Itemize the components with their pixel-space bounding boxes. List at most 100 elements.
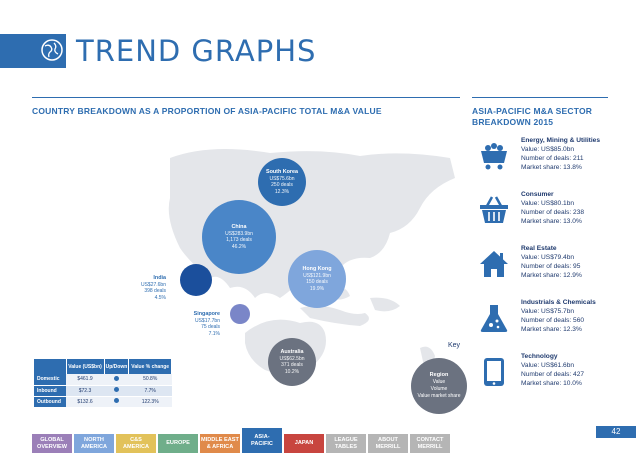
bubble-hong-kong[interactable]: Hong Kong US$121.9bn 150 deals 19.9% xyxy=(288,250,346,308)
up-arrow-icon xyxy=(113,375,119,381)
sector-consumer-text: Consumer Value: US$80.1bn Number of deal… xyxy=(521,190,584,226)
table-cell-updown xyxy=(104,385,129,397)
bottom-nav: GLOBAL OVERVIEW NORTH AMERICA C&S AMERICA E… xyxy=(32,428,450,453)
nav-label: GLOBAL xyxy=(40,437,64,443)
nav-label: JAPAN xyxy=(294,440,314,447)
bubble-south-korea[interactable]: South Korea US$75.6bn 250 deals 12.3% xyxy=(258,158,306,206)
table-header-updown: Up/Down xyxy=(104,359,130,374)
header-icon-block xyxy=(0,34,66,68)
sector-title-line1: ASIA-PACIFIC M&A SECTOR xyxy=(472,106,593,116)
label-singapore-name: Singapore xyxy=(193,311,220,317)
bubble-hong-kong-name: Hong Kong xyxy=(302,265,332,272)
nav-tab-north-america[interactable]: NORTH AMERICA xyxy=(74,434,114,453)
bubble-australia[interactable]: Australia US$62.5bn 371 deals 10.2% xyxy=(268,338,316,386)
bubble-south-korea-name: South Korea xyxy=(265,168,299,175)
nav-tab-europe[interactable]: EUROPE xyxy=(158,434,198,453)
bubble-china-name: China xyxy=(231,223,247,230)
key-label: Key xyxy=(448,342,461,349)
sector-share: Market share: 13.0% xyxy=(521,218,582,225)
sector-energy: Energy, Mining & Utilities Value: US$85.… xyxy=(472,136,632,192)
label-india-name: India xyxy=(153,275,166,281)
label-singapore: Singapore US$17.7bn 75 deals 7.1% xyxy=(170,311,220,337)
table-cell-change: 7.7% xyxy=(128,385,172,397)
flask-icon xyxy=(480,305,508,332)
sector-technology: Technology Value: US$61.6bn Number of de… xyxy=(472,352,632,408)
nav-label: OVERVIEW xyxy=(36,443,68,450)
label-singapore-deals: 75 deals xyxy=(201,324,220,330)
sector-value: Value: US$79.4bn xyxy=(521,254,575,261)
sector-deals: Number of deals: 560 xyxy=(521,317,585,324)
nav-tab-japan[interactable]: JAPAN xyxy=(284,434,324,453)
nav-tab-about-merrill[interactable]: ABOUT MERRILL xyxy=(368,434,408,453)
sector-share: Market share: 13.8% xyxy=(521,164,582,171)
nav-label: AMERICA xyxy=(122,443,150,450)
nav-tab-middle-east-africa[interactable]: MIDDLE EAST & AFRICA xyxy=(200,434,240,453)
label-singapore-share: 7.1% xyxy=(208,330,220,337)
country-breakdown-title: COUNTRY BREAKDOWN AS A PROPORTION OF ASI… xyxy=(32,106,382,116)
nav-label: MERRILL xyxy=(375,443,401,450)
sector-energy-text: Energy, Mining & Utilities Value: US$85.… xyxy=(521,136,600,172)
nav-label: & AFRICA xyxy=(206,443,234,450)
bubble-china-value: US$283.9bn xyxy=(225,230,253,237)
nav-label: C&S xyxy=(130,437,142,443)
nav-label: EUROPE xyxy=(166,440,190,447)
nav-label: MERRILL xyxy=(417,443,443,450)
label-singapore-value: US$17.7bn xyxy=(194,317,220,324)
bubble-india[interactable] xyxy=(180,264,212,296)
table-cell-updown xyxy=(104,374,129,386)
nav-tab-cs-america[interactable]: C&S AMERICA xyxy=(116,434,156,453)
house-icon xyxy=(480,251,508,277)
bubble-australia-share: 10.2% xyxy=(284,368,300,375)
sector-name: Energy, Mining & Utilities xyxy=(521,137,601,144)
sector-value: Value: US$61.6bn xyxy=(521,362,575,369)
nav-tab-contact-merrill[interactable]: CONTACT MERRILL xyxy=(410,434,450,453)
nav-label: NORTH xyxy=(84,437,104,443)
nav-label: CONTACT xyxy=(416,437,444,443)
bubble-australia-name: Australia xyxy=(280,348,304,355)
table-header-row: Value (US$bn) Up/Down Value % change xyxy=(34,359,172,374)
label-india: India US$27.6bn 398 deals 4.5% xyxy=(112,275,166,301)
deal-direction-table: Value (US$bn) Up/Down Value % change Dom… xyxy=(34,359,172,408)
table-cell-value: $72.3 xyxy=(66,385,104,397)
sector-value: Value: US$75.7bn xyxy=(521,308,575,315)
bubble-china-deals: 1,173 deals xyxy=(226,237,252,244)
nav-label: ABOUT xyxy=(378,437,398,443)
bubble-china[interactable]: China US$283.9bn 1,173 deals 46.2% xyxy=(202,200,276,274)
shopping-basket-icon xyxy=(480,196,508,223)
asia-pacific-map: South Korea US$75.6bn 250 deals 12.3% Ch… xyxy=(150,138,470,398)
sector-deals: Number of deals: 427 xyxy=(521,371,585,378)
bubble-singapore[interactable] xyxy=(230,304,250,324)
key-volume: Volume xyxy=(430,386,448,392)
table-row-label: Domestic xyxy=(34,374,66,386)
label-india-deals: 398 deals xyxy=(144,288,166,294)
nav-tab-league-tables[interactable]: LEAGUE TABLES xyxy=(326,434,366,453)
page-title: TREND GRAPHS xyxy=(76,34,317,68)
nav-tab-global-overview[interactable]: GLOBAL OVERVIEW xyxy=(32,434,72,453)
sector-share: Market share: 10.0% xyxy=(521,380,582,387)
table-row-label: Inbound xyxy=(34,385,66,397)
nav-tab-asia-pacific[interactable]: ASIA- PACIFIC xyxy=(242,428,282,453)
key-value: Value xyxy=(432,379,446,385)
key-share: Value market share xyxy=(417,393,461,399)
sector-industrials-text: Industrials & Chemicals Value: US$75.7bn… xyxy=(521,298,596,334)
nav-label: MIDDLE EAST xyxy=(201,437,239,443)
sector-deals: Number of deals: 95 xyxy=(521,263,581,270)
bubble-china-share: 46.2% xyxy=(231,243,247,250)
sector-value: Value: US$80.1bn xyxy=(521,200,575,207)
bubble-hong-kong-deals: 150 deals xyxy=(306,279,328,286)
bubble-south-korea-deals: 250 deals xyxy=(271,182,293,189)
table-row: Inbound $72.3 7.7% xyxy=(34,385,172,397)
nav-label: TABLES xyxy=(335,443,357,450)
up-arrow-icon xyxy=(113,398,119,403)
sector-technology-text: Technology Value: US$61.6bn Number of de… xyxy=(521,352,584,388)
sector-name: Technology xyxy=(521,353,558,360)
sector-deals: Number of deals: 238 xyxy=(521,209,585,216)
globe-icon xyxy=(41,39,63,61)
sector-name: Consumer xyxy=(521,191,554,198)
bubble-south-korea-share: 12.3% xyxy=(274,188,290,195)
bubble-australia-value: US$62.5bn xyxy=(279,355,305,362)
sector-real-estate: Real Estate Value: US$79.4bn Number of d… xyxy=(472,244,632,300)
label-india-value: US$27.6bn xyxy=(140,281,166,288)
sector-share: Market share: 12.9% xyxy=(521,272,582,279)
section-rule-right xyxy=(472,97,608,98)
